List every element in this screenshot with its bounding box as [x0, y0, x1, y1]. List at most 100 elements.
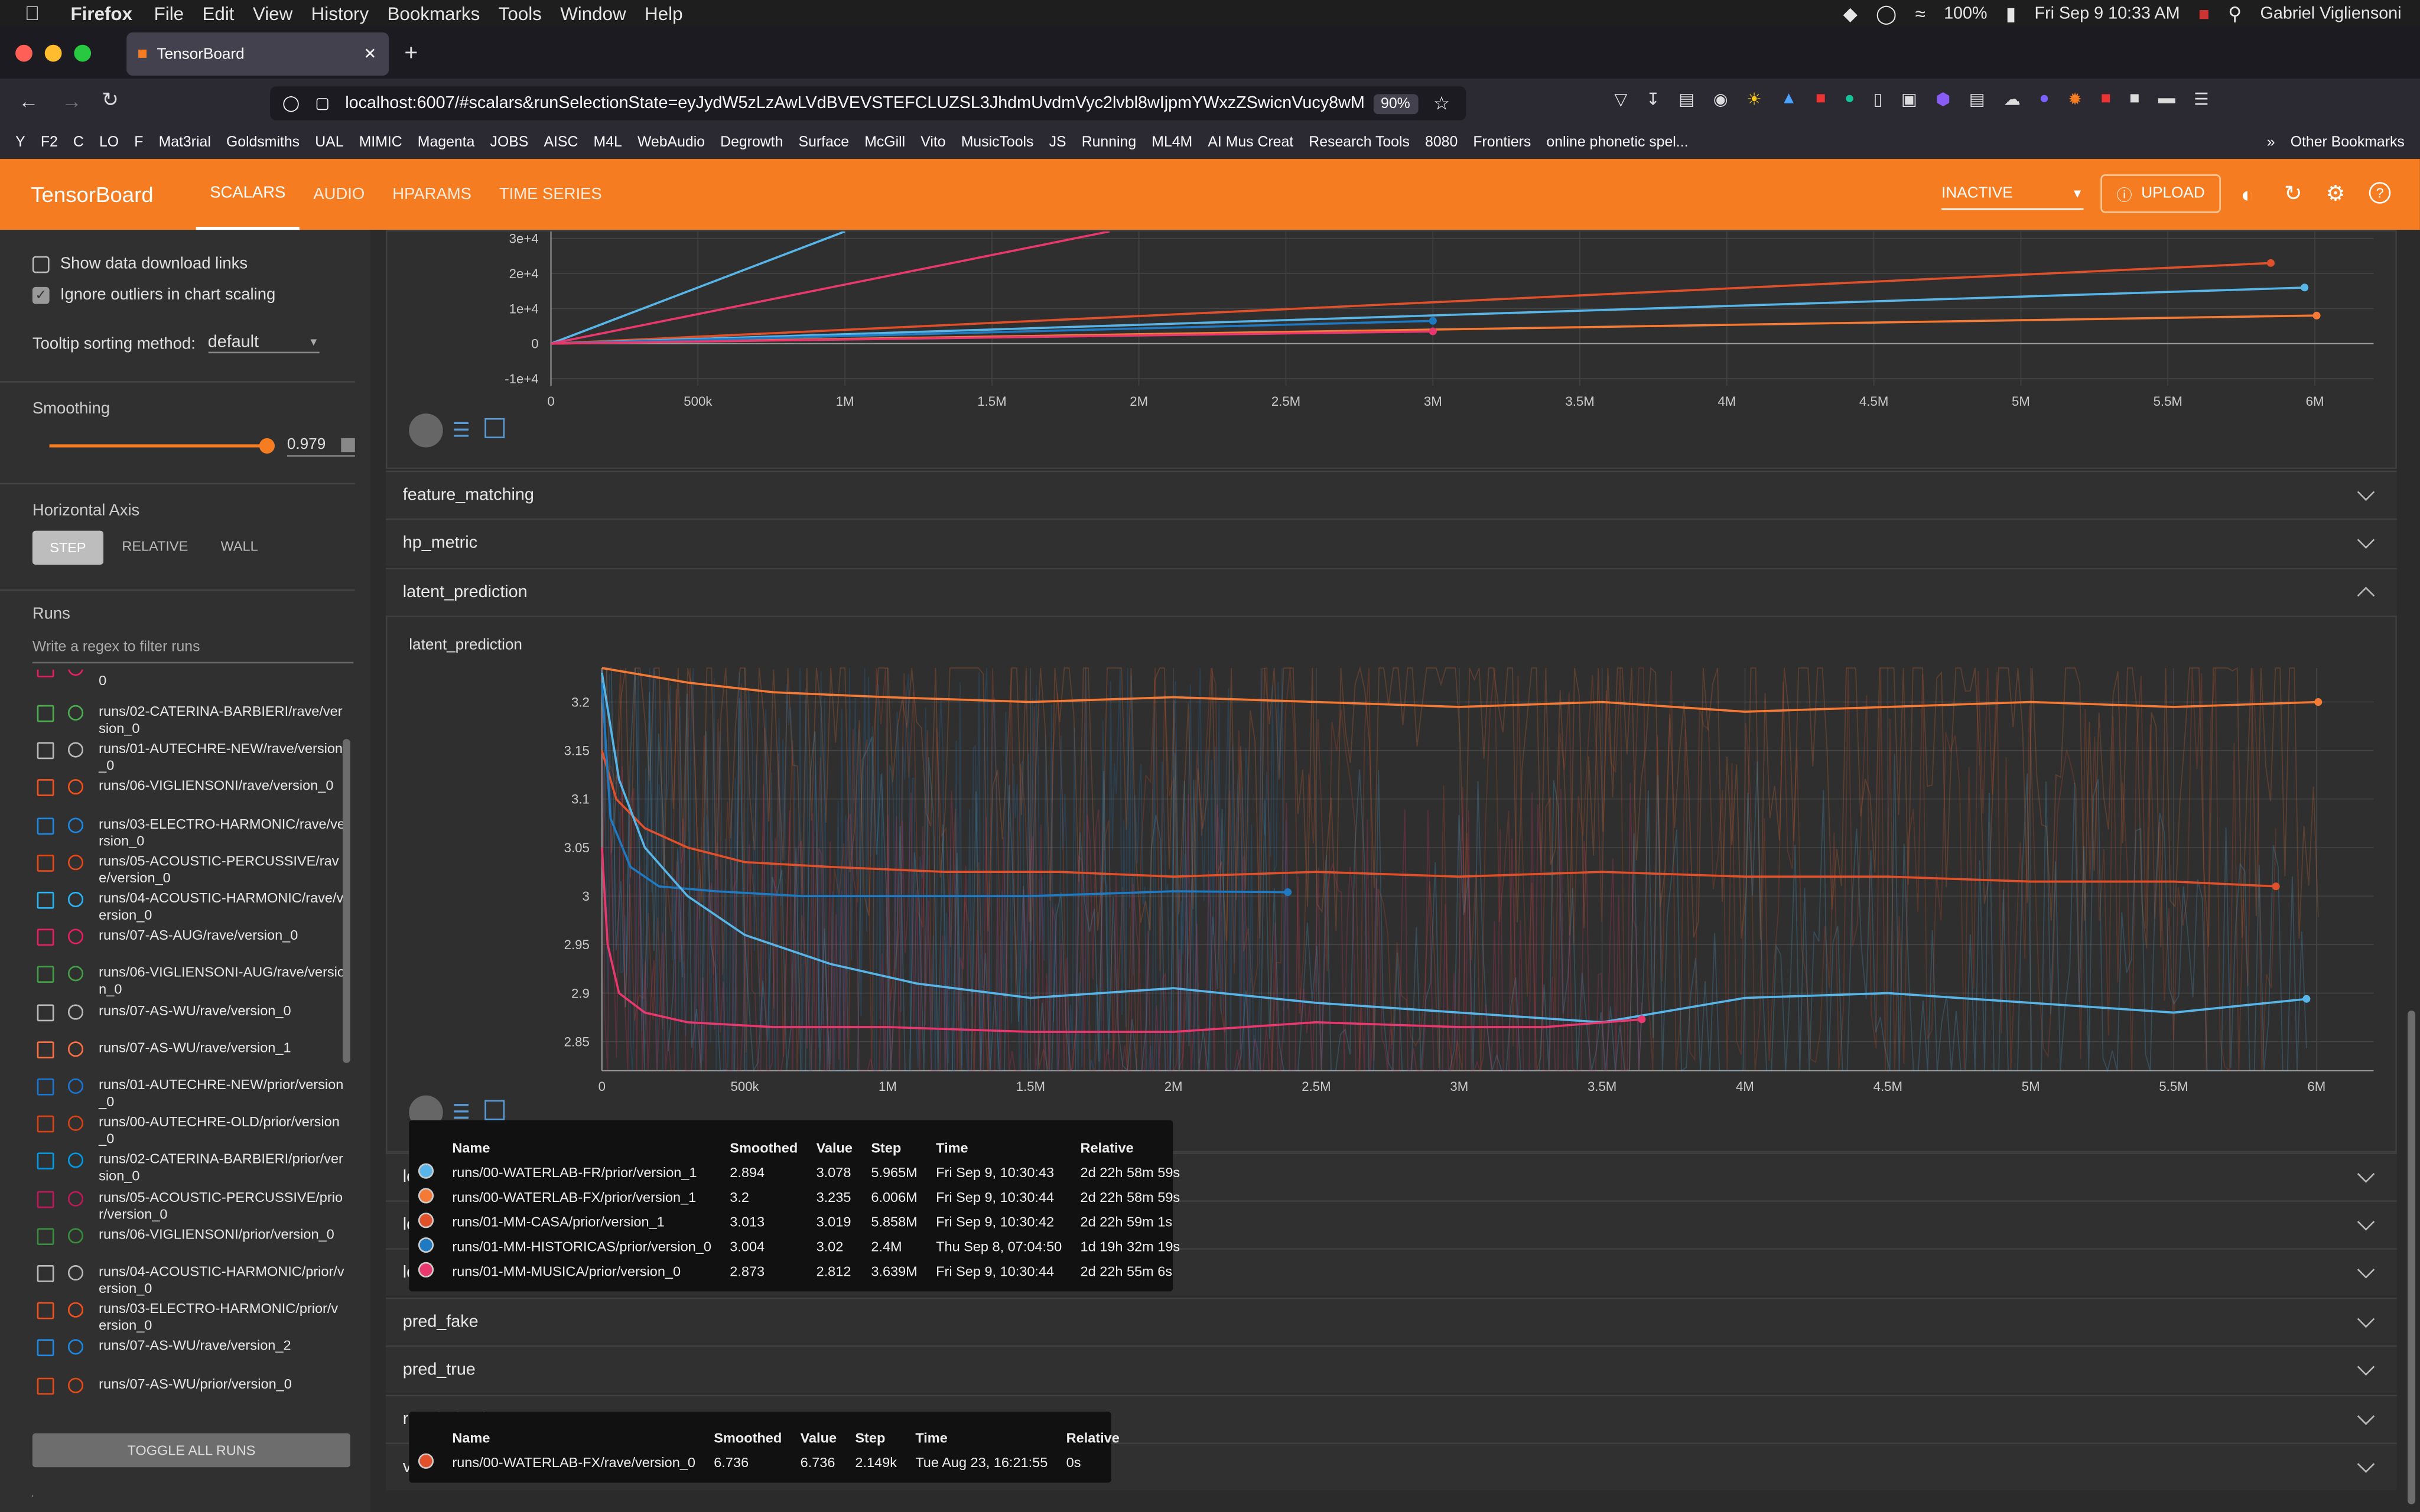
pocket-icon[interactable]: ▽	[1614, 91, 1628, 110]
bookmark-folder[interactable]: Research Tools	[1309, 134, 1410, 151]
battery-percent[interactable]: 100%	[1944, 4, 1988, 22]
section-feature-matching[interactable]: feature_matching	[386, 470, 2397, 519]
section-pred-fake[interactable]: pred_fake	[386, 1297, 2397, 1345]
other-bookmarks[interactable]: Other Bookmarks	[2290, 134, 2405, 151]
run-checkbox[interactable]	[37, 1116, 54, 1133]
run-item[interactable]: runs/07-AS-WU/prior/version_0	[37, 1376, 346, 1394]
main-scrollbar[interactable]	[2408, 1010, 2416, 1504]
tab-time-series[interactable]: TIME SERIES	[499, 185, 602, 204]
bookmark-folder[interactable]: JOBS	[490, 134, 529, 151]
wifi-icon[interactable]: ≈	[1915, 2, 1925, 24]
reload-icon[interactable]: ↻	[102, 87, 119, 112]
run-color-icon[interactable]	[67, 780, 84, 796]
theme-toggle-icon[interactable]: ◐	[2240, 182, 2255, 207]
menu-view[interactable]: View	[238, 2, 292, 24]
ignore-outliers-checkbox[interactable]: ✓ Ignore outliers in chart scaling	[32, 285, 275, 304]
bookmark-item[interactable]: online phonetic spel...	[1546, 134, 1689, 151]
run-color-icon[interactable]	[67, 1302, 84, 1318]
reader-icon[interactable]: ▤	[1679, 91, 1695, 110]
run-color-icon[interactable]	[67, 854, 84, 870]
inactive-dropdown[interactable]: INACTIVE ▼	[1941, 179, 2084, 210]
bookmark-folder[interactable]: Surface	[798, 134, 850, 151]
lock-icon[interactable]: ■	[1816, 89, 1826, 108]
bookmark-item[interactable]: Y	[15, 134, 25, 151]
run-color-icon[interactable]	[67, 1078, 84, 1094]
run-checkbox[interactable]	[37, 1340, 54, 1357]
menu-icon[interactable]: ☰	[2194, 91, 2209, 110]
expand-chart-icon[interactable]	[484, 1100, 505, 1120]
maximize-window-icon[interactable]	[74, 44, 92, 62]
run-checkbox[interactable]	[37, 1227, 54, 1245]
bookmark-folder[interactable]: Running	[1081, 134, 1137, 151]
close-tab-icon[interactable]: ✕	[363, 45, 377, 63]
grammarly-icon[interactable]: ●	[1844, 89, 1855, 108]
run-color-icon[interactable]	[67, 1190, 84, 1206]
extension-icon[interactable]: ☁	[2003, 91, 2021, 110]
user-name[interactable]: Gabriel Vigliensoni	[2260, 4, 2402, 22]
slider-handle[interactable]	[259, 438, 275, 454]
extension-icon[interactable]: ⬢	[1936, 91, 1951, 110]
run-item[interactable]: runs/07-AS-WU/rave/version_0	[37, 1002, 346, 1021]
extension-icon[interactable]: ●	[2039, 89, 2050, 108]
run-item[interactable]: runs/06-VIGLIENSONI/rave/version_0	[37, 778, 346, 797]
sun-icon[interactable]: ☀	[1746, 91, 1762, 110]
tab-audio[interactable]: AUDIO	[313, 185, 365, 204]
new-tab-icon[interactable]: +	[404, 40, 418, 67]
clock[interactable]: Fri Sep 9 10:33 AM	[2034, 4, 2180, 22]
checkbox-unchecked[interactable]	[32, 255, 50, 273]
apple-icon[interactable]: 	[25, 2, 40, 25]
bookmark-folder[interactable]: MIMIC	[359, 134, 402, 151]
section-latent-prediction[interactable]: latent_prediction	[386, 568, 2397, 616]
run-checkbox[interactable]	[37, 1003, 54, 1021]
fit-domain-icon[interactable]	[409, 413, 443, 448]
run-checkbox[interactable]	[37, 705, 54, 722]
menu-history[interactable]: History	[296, 2, 369, 24]
bookmark-item[interactable]: 8080	[1425, 134, 1458, 151]
run-item[interactable]: runs/02-CATERINA-BARBIERI/rave/version_0	[37, 703, 346, 737]
bookmark-folder[interactable]: AISC	[544, 134, 578, 151]
bookmark-item[interactable]: F	[134, 134, 144, 151]
run-item[interactable]: runs/07-AS-WU/rave/version_1	[37, 1040, 346, 1058]
run-color-icon[interactable]	[67, 742, 84, 758]
run-item[interactable]: runs/01-AUTECHRE-NEW/rave/version_0	[37, 741, 346, 774]
run-item[interactable]: runs/05-ACOUSTIC-PERCUSSIVE/rave/version…	[37, 853, 346, 887]
run-color-icon[interactable]	[67, 817, 84, 833]
run-checkbox[interactable]	[37, 1190, 54, 1208]
bookmark-folder[interactable]: Vito	[920, 134, 946, 151]
run-item[interactable]: runs/06-VIGLIENSONI/prior/version_0	[37, 1226, 346, 1245]
tab-hparams[interactable]: HPARAMS	[392, 185, 471, 204]
url-bar[interactable]: ◯ ▢ localhost:6007/#scalars&runSelection…	[270, 86, 1466, 120]
run-checkbox[interactable]	[37, 1377, 54, 1394]
chart-latent-svg[interactable]: 3.2 3.15 3.1 3.05 3 2.95 2.9 2.85 0 500k 1M 1.5M 2M 2…	[388, 660, 2399, 1154]
menu-bookmarks[interactable]: Bookmarks	[372, 2, 480, 24]
shield-icon[interactable]: ◯	[1876, 2, 1897, 24]
run-item[interactable]: runs/04-ACOUSTIC-HARMONIC/prior/version_…	[37, 1263, 346, 1297]
run-checkbox[interactable]	[37, 1265, 54, 1282]
stepper-icon[interactable]	[341, 437, 355, 452]
run-color-icon[interactable]	[67, 1003, 84, 1019]
shield-icon[interactable]: ◯	[282, 94, 300, 112]
toggle-log-icon[interactable]: ☰	[452, 1100, 470, 1123]
run-checkbox[interactable]	[37, 780, 54, 797]
run-color-icon[interactable]	[67, 1340, 84, 1355]
run-checkbox[interactable]	[37, 669, 54, 677]
url-text[interactable]: localhost:6007/#scalars&runSelectionStat…	[345, 94, 1364, 113]
tooltip-sorting-select[interactable]: default ▼	[207, 333, 319, 354]
bookmark-folder[interactable]: MusicTools	[961, 134, 1034, 151]
run-color-icon[interactable]	[67, 669, 84, 676]
runs-filter-input[interactable]: Write a regex to filter runs	[32, 638, 354, 664]
menu-app-name[interactable]: Firefox	[56, 2, 133, 24]
menu-help[interactable]: Help	[629, 2, 682, 24]
minimize-window-icon[interactable]	[44, 44, 62, 62]
run-checkbox[interactable]	[37, 891, 54, 909]
bookmark-folder[interactable]: M4L	[593, 134, 622, 151]
run-checkbox[interactable]	[37, 742, 54, 760]
flag-icon[interactable]: ■	[2198, 2, 2210, 24]
run-checkbox[interactable]	[37, 966, 54, 983]
forward-icon[interactable]: →	[61, 89, 82, 113]
sidebar-resize-handle[interactable]: .	[31, 1485, 35, 1500]
bookmark-folder[interactable]: AI Mus Creat	[1208, 134, 1294, 151]
upload-button[interactable]: ⓘ UPLOAD	[2100, 174, 2221, 213]
run-item[interactable]: runs/07-AS-AUG/rave/version_0	[37, 927, 346, 946]
run-color-icon[interactable]	[67, 1377, 84, 1393]
